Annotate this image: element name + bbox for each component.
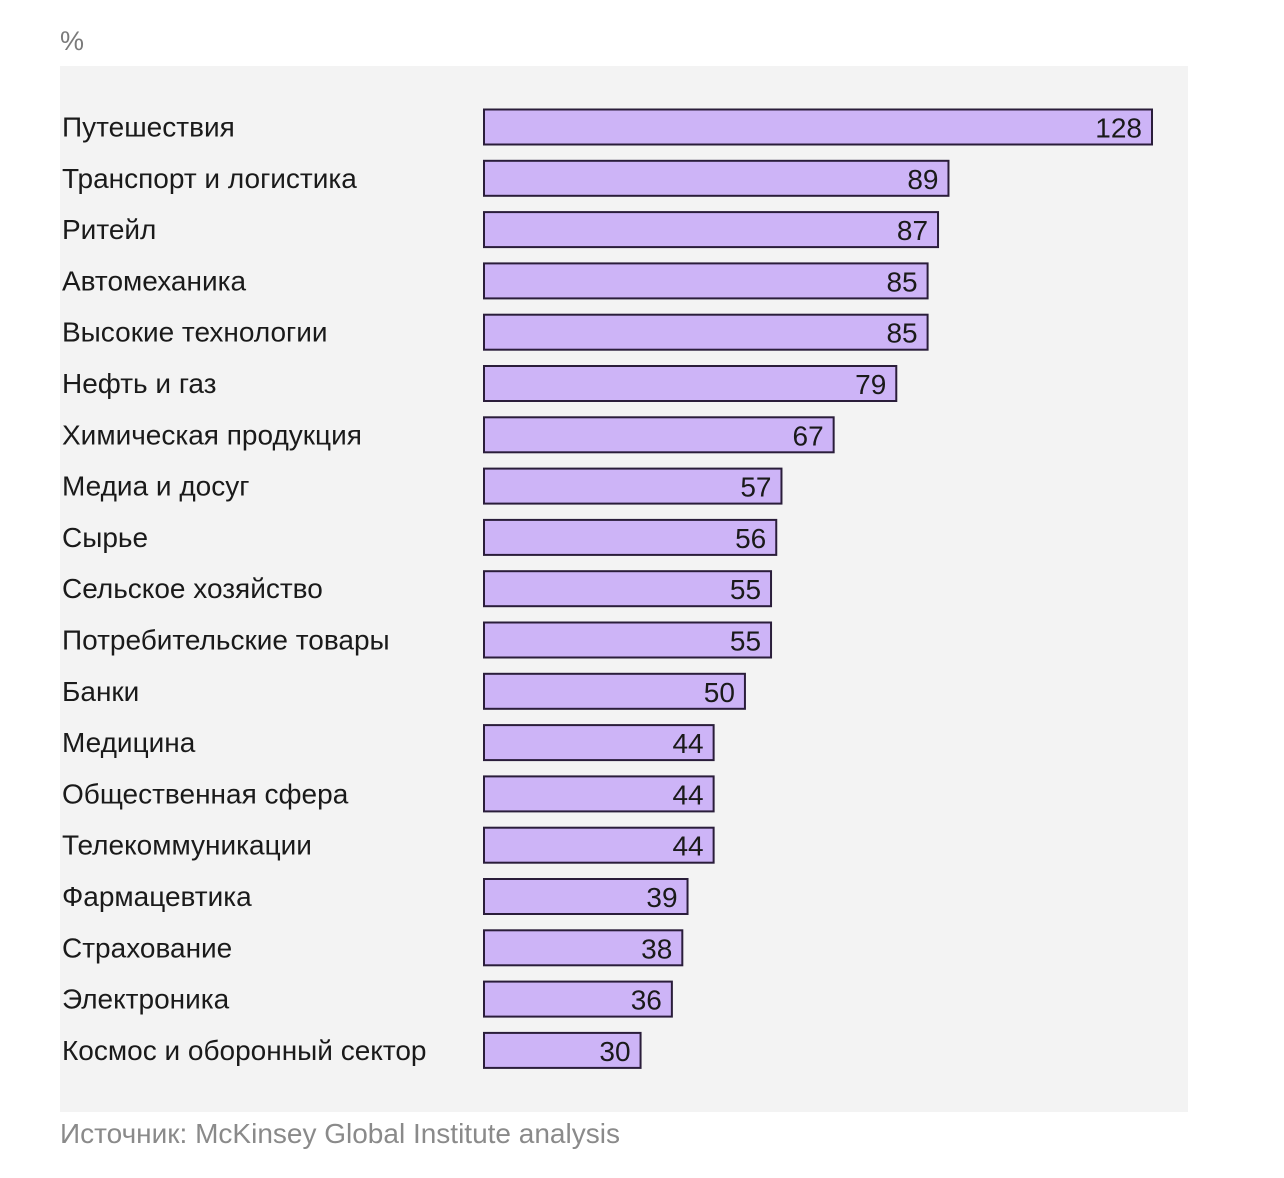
bar xyxy=(483,775,715,813)
category-label: Транспорт и логистика xyxy=(62,163,357,194)
bar-value-label: 85 xyxy=(886,266,917,297)
category-label: Банки xyxy=(62,676,139,707)
category-label: Высокие технологии xyxy=(62,317,328,348)
bar xyxy=(483,929,684,967)
bar xyxy=(483,1031,642,1069)
category-label: Нефть и газ xyxy=(62,368,217,399)
bar-chart: Путешествия 128 Транспорт и логистика 89 Рит… xyxy=(62,108,1153,1069)
category-label: Сырье xyxy=(62,522,148,553)
bar-value-label: 55 xyxy=(730,574,761,605)
category-label: Страхование xyxy=(62,932,232,963)
bar-value-label: 44 xyxy=(672,728,703,759)
category-label: Автомеханика xyxy=(62,265,246,296)
bar-value-label: 38 xyxy=(641,933,672,964)
bar-value-label: 128 xyxy=(1095,113,1142,144)
bar-value-label: 79 xyxy=(855,369,886,400)
bar xyxy=(483,980,673,1018)
bar xyxy=(483,211,940,249)
bar-value-label: 39 xyxy=(646,882,677,913)
category-label: Телекоммуникации xyxy=(62,830,312,861)
bar xyxy=(483,108,1153,146)
category-label: Химическая продукция xyxy=(62,419,362,450)
bar-value-label: 57 xyxy=(740,472,771,503)
category-label: Фармацевтика xyxy=(62,881,252,912)
bar xyxy=(483,518,778,556)
category-label: Потребительские товары xyxy=(62,625,390,656)
bar xyxy=(483,621,773,659)
bar-value-label: 89 xyxy=(907,164,938,195)
bar-value-label: 50 xyxy=(704,677,735,708)
bar-value-label: 30 xyxy=(599,1036,630,1067)
bar xyxy=(483,416,835,454)
bar xyxy=(483,365,898,402)
category-label: Медицина xyxy=(62,727,196,758)
bar-value-label: 55 xyxy=(730,626,761,657)
bar-value-label: 36 xyxy=(631,985,662,1016)
bar-value-label: 67 xyxy=(793,420,824,451)
bar xyxy=(483,826,715,864)
bar xyxy=(483,467,783,505)
bar xyxy=(483,724,715,762)
bar-value-label: 44 xyxy=(672,779,703,810)
bar-value-label: 85 xyxy=(886,318,917,349)
category-label: Общественная сфера xyxy=(62,778,349,809)
bar-value-label: 44 xyxy=(672,831,703,862)
bar xyxy=(483,878,689,915)
chart-panel: Путешествия 128 Транспорт и логистика 89 Рит… xyxy=(60,66,1188,1112)
category-label: Путешествия xyxy=(62,112,235,143)
unit-label: % xyxy=(60,26,85,56)
bar xyxy=(483,313,929,351)
category-label: Космос и оборонный сектор xyxy=(62,1035,427,1066)
bar xyxy=(483,262,929,300)
source-note: Источник: McKinsey Global Institute anal… xyxy=(60,1118,620,1149)
bar xyxy=(483,570,773,608)
category-label: Ритейл xyxy=(62,214,156,245)
bar xyxy=(483,159,950,197)
bar-value-label: 56 xyxy=(735,523,766,554)
category-label: Электроника xyxy=(62,984,230,1015)
bar-value-label: 87 xyxy=(897,215,928,246)
bar xyxy=(483,672,746,710)
category-label: Медиа и досуг xyxy=(62,471,249,502)
category-label: Сельское хозяйство xyxy=(62,573,323,604)
